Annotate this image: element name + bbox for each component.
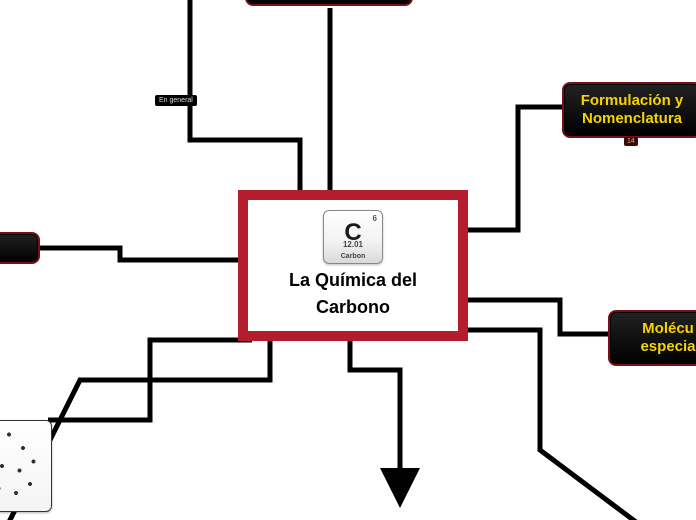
node-moleculas-line2: especia: [620, 338, 696, 356]
central-title-line1: La Química del: [260, 270, 446, 291]
edge-to-left-cut: [40, 248, 238, 260]
node-formulacion-line2: Nomenclatura: [574, 110, 690, 128]
node-left-cut[interactable]: [0, 232, 40, 264]
element-name: Carbon: [324, 253, 382, 260]
edge-to-bottom: [350, 340, 400, 498]
edge-to-formulacion: [468, 107, 562, 230]
edge-label-en-general: En general: [155, 95, 197, 106]
edge-to-top-cut: [190, 0, 300, 190]
node-top-cut[interactable]: [245, 0, 413, 6]
element-mass: 12.01: [324, 240, 382, 249]
central-node[interactable]: 6 C 12.01 Carbon La Química del Carbono: [238, 190, 468, 341]
formulacion-sub-badge: 14: [624, 137, 638, 146]
molecule-thumbnail-graphic: [0, 421, 51, 511]
molecule-thumbnail: [0, 420, 52, 512]
node-moleculas-line1: Molécu: [620, 320, 696, 338]
edge-to-moleculas-a: [468, 300, 608, 334]
node-moleculas[interactable]: Molécu especia: [608, 310, 696, 366]
node-formulacion[interactable]: Formulación y Nomenclatura: [562, 82, 696, 138]
central-title-line2: Carbono: [260, 297, 446, 318]
edge-to-bottom-left: [48, 340, 252, 420]
node-formulacion-line1: Formulación y: [574, 92, 690, 110]
carbon-element-tile: 6 C 12.01 Carbon: [323, 210, 383, 264]
